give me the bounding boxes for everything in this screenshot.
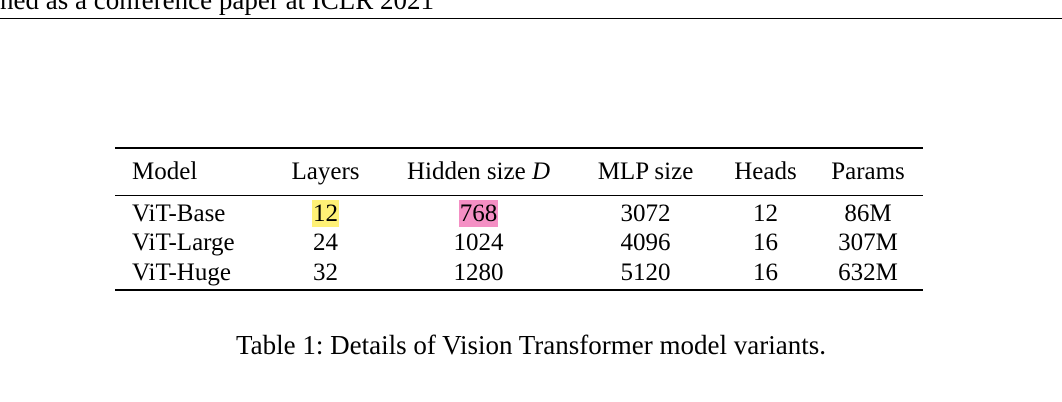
header-mlp-size: MLP size [573, 147, 718, 196]
header-hidden-size-var: D [531, 157, 551, 185]
cell-hidden-size: 1024 [453, 229, 504, 256]
header-layers: Layers [267, 147, 384, 196]
running-head: ned as a conference paper at ICLR 2021 [0, 0, 435, 15]
cell-layers: 24 [313, 229, 338, 256]
table-row: ViT-Huge 32 1280 5120 16 632M [115, 259, 923, 290]
header-hidden-size: Hidden size D [384, 147, 573, 196]
cell-params: 86M [844, 199, 892, 227]
header-model: Model [115, 147, 267, 196]
model-variants-table: Model Layers Hidden size D MLP size Head… [115, 147, 923, 291]
cell-heads: 16 [753, 229, 778, 256]
cell-params: 307M [838, 229, 898, 256]
table-body: ViT-Base 12 768 3072 12 86M ViT-Large 24… [115, 195, 923, 290]
cell-mlp-size: 3072 [620, 199, 671, 227]
cell-mlp-size: 5120 [620, 258, 671, 286]
cell-model: ViT-Base [132, 199, 226, 227]
highlighted-layers-value: 12 [312, 199, 339, 227]
header-row: Model Layers Hidden size D MLP size Head… [115, 147, 923, 196]
cell-heads: 12 [753, 199, 778, 227]
header-rule [0, 18, 1062, 19]
table-header: Model Layers Hidden size D MLP size Head… [115, 147, 923, 196]
cell-layers: 32 [313, 258, 338, 286]
cell-heads: 16 [753, 258, 778, 286]
table-row: ViT-Base 12 768 3072 12 86M [115, 195, 923, 228]
cell-params: 632M [838, 258, 898, 286]
cell-model: ViT-Large [132, 229, 235, 256]
highlighted-hidden-size-value: 768 [458, 199, 499, 227]
header-hidden-size-label: Hidden size [406, 157, 532, 185]
table-caption: Table 1: Details of Vision Transformer m… [236, 330, 826, 360]
header-heads: Heads [718, 147, 813, 196]
header-params: Params [813, 147, 923, 196]
table-row: ViT-Large 24 1024 4096 16 307M [115, 228, 923, 259]
cell-mlp-size: 4096 [620, 229, 671, 256]
cell-layers: 12 [267, 195, 384, 228]
cell-model: ViT-Huge [132, 258, 231, 286]
cell-hidden-size: 1280 [453, 258, 504, 286]
cell-hidden-size: 768 [384, 195, 573, 228]
